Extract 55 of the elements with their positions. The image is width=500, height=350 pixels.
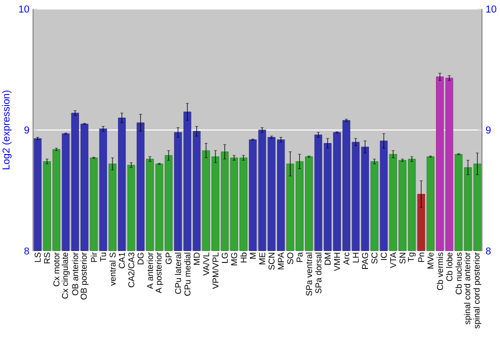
x-tick-label: Cx motor [53, 252, 60, 286]
x-tick-label: M [250, 252, 256, 259]
x-tick-label: Cb nucleus [456, 252, 462, 294]
x-tick-label: LH [352, 252, 359, 262]
x-tick-label: Tu [100, 252, 106, 262]
y-tick-label: 8 [24, 247, 30, 255]
x-tick-label: Arc [343, 252, 350, 265]
x-tick-label: VA/VL [202, 252, 210, 276]
x-tick-label: VMH [334, 252, 340, 272]
x-tick-label: A posterior [155, 252, 164, 294]
x-tick-label: Tg [408, 252, 416, 262]
x-tick-label: DG [138, 252, 144, 264]
x-tick-label: SN [399, 252, 406, 264]
x-tick-label: PAG [362, 252, 368, 269]
x-tick-label: Cx cingulate [62, 252, 70, 299]
x-tick-label: CA2/CA3 [128, 252, 134, 288]
x-tick-label: ME [259, 252, 266, 264]
x-tick-label: SCN [268, 252, 275, 270]
y2-tick-label: 9 [486, 126, 491, 134]
x-tick-label: VPM/VPL [212, 252, 219, 290]
x-tick-label: VTA [390, 252, 396, 268]
x-tick-label: Cb lobe [446, 252, 452, 282]
x-tick-label: SPa dorsal [315, 252, 322, 294]
x-tick-label: ventral S [109, 252, 116, 286]
x-tick-label: SC [371, 252, 378, 264]
y-tick-label: 10 [19, 5, 30, 13]
y2-tick-label: 10 [486, 5, 496, 13]
x-tick-label: CPu lateral [174, 252, 182, 294]
x-tick-label: OB posterior [80, 252, 88, 300]
x-tick-label: OB anterior [72, 252, 78, 296]
x-tick-label: Pir [90, 252, 97, 262]
y-axis-title: Log2 (expression) [2, 90, 12, 170]
x-tick-label: SPa ventral [306, 252, 312, 296]
y-tick-label: 9 [24, 126, 30, 134]
x-tick-label: spinal cord anterior [464, 252, 472, 324]
x-tick-label: A anterior [146, 252, 154, 290]
x-tick-label: CA1 [118, 252, 125, 268]
x-tick-label: MG [231, 252, 238, 266]
x-tick-label: LS [34, 252, 41, 262]
x-tick-label: Hb [240, 252, 247, 262]
x-tick-label: SO [287, 252, 294, 264]
x-tick-label: GP [166, 252, 172, 264]
x-tick-label: LG [222, 252, 228, 263]
x-tick-label: DM [324, 252, 331, 265]
x-tick-label: IC [380, 252, 387, 260]
x-tick-label: CPu medial [184, 252, 190, 296]
x-tick-label: MVe [428, 252, 434, 269]
x-tick-label: MD [194, 252, 200, 265]
x-tick-label: Pn [418, 252, 424, 262]
y2-tick-label: 8 [486, 247, 491, 255]
x-tick-label: MPA [278, 252, 284, 270]
x-tick-label: Cb vermis [436, 252, 444, 290]
x-tick-label: Pa [296, 252, 303, 262]
x-tick-label: RS [44, 252, 50, 264]
x-tick-label: spinal cord posterior [473, 252, 482, 329]
